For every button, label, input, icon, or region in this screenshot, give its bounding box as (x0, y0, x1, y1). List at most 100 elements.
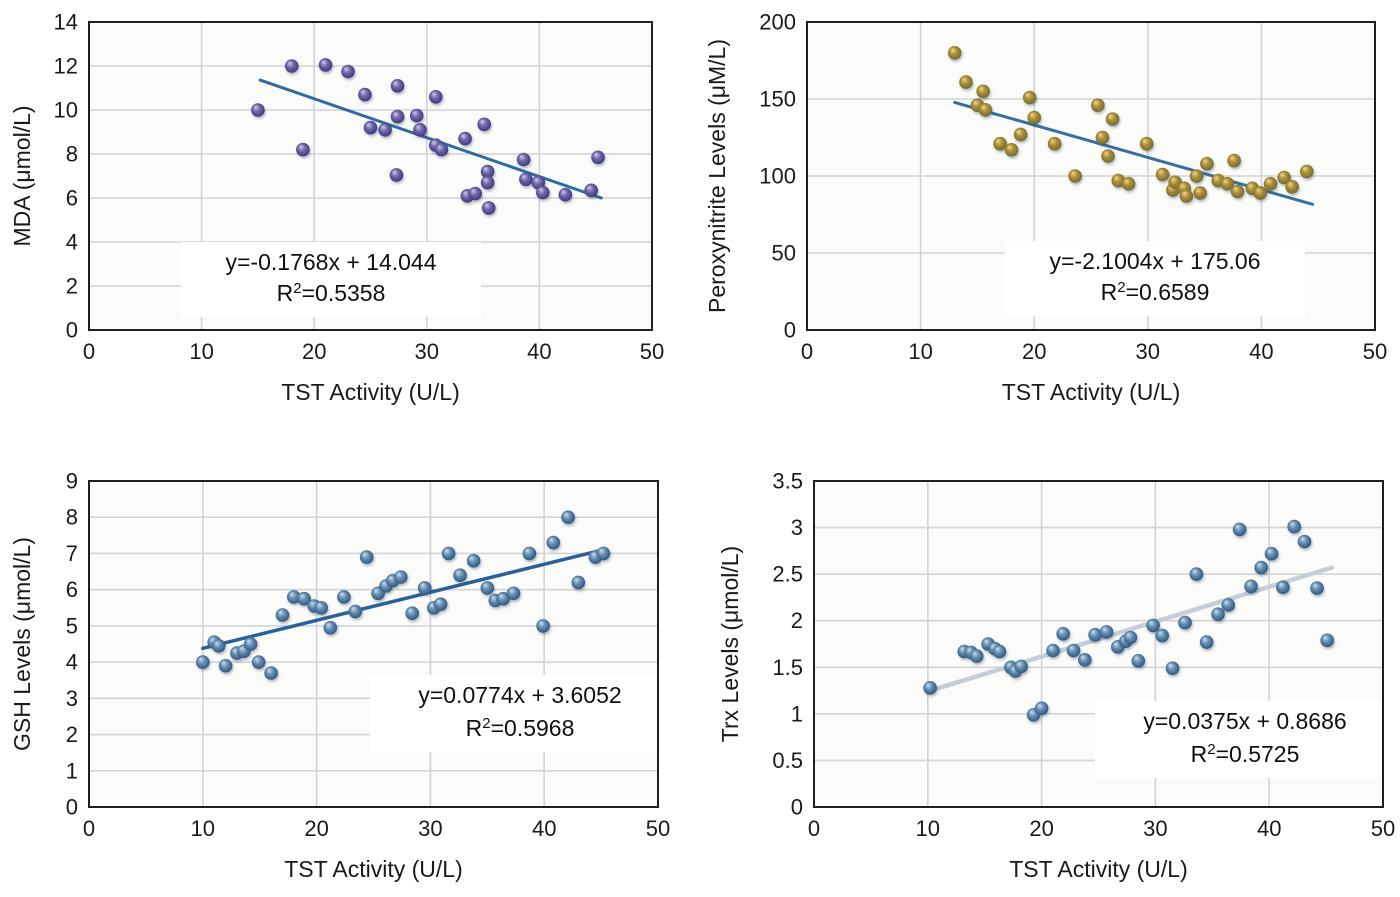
data-point (1189, 567, 1204, 581)
data-point (1105, 112, 1120, 126)
data-point (433, 597, 448, 611)
data-point (323, 620, 338, 635)
data-point (390, 79, 405, 93)
data-point (546, 535, 561, 550)
y-tick-label: 10 (54, 98, 78, 123)
data-point (264, 666, 278, 680)
data-point (584, 183, 598, 198)
data-point (1056, 627, 1070, 641)
data-point (591, 150, 605, 165)
data-point (429, 90, 443, 104)
equation-background (1005, 241, 1305, 316)
data-point (1285, 180, 1299, 194)
data-point (477, 117, 492, 132)
data-point (409, 108, 424, 123)
x-axis-title: TST Activity (U/L) (281, 379, 460, 405)
data-point (314, 601, 329, 615)
x-tick-label: 10 (908, 339, 932, 364)
chart-mda: 0 10 20 30 40 50 0 2 4 6 8 10 12 14 TST Activity (U/L)… (0, 0, 700, 430)
data-point (558, 187, 573, 202)
x-axis-title: TST Activity (U/L) (284, 856, 463, 882)
data-point (466, 553, 481, 568)
data-point (378, 123, 392, 137)
data-point (1088, 627, 1102, 642)
y-tick-label: 100 (759, 164, 796, 189)
data-point (1165, 661, 1180, 675)
y-tick-label: 2 (66, 274, 78, 299)
data-points (923, 519, 1334, 722)
x-axis-title: TST Activity (U/L) (1009, 856, 1188, 882)
x-tick-label: 20 (1022, 339, 1046, 364)
y-tick-label: 6 (66, 577, 78, 602)
data-point (969, 649, 984, 663)
x-tick-label: 50 (640, 339, 664, 364)
data-point (405, 606, 420, 620)
x-tick-label: 30 (415, 339, 439, 364)
data-point (1264, 546, 1279, 561)
data-point (1027, 110, 1041, 125)
y-tick-label: 4 (66, 650, 78, 675)
data-point (296, 142, 310, 157)
plot-border (88, 21, 653, 331)
data-point (923, 681, 937, 695)
y-axis-title: Peroxynitrite Levels (μM/L) (704, 39, 730, 313)
data-point (251, 103, 265, 117)
data-point (1263, 176, 1278, 191)
plot-border (813, 480, 1384, 808)
data-point (341, 64, 355, 79)
data-point (318, 58, 333, 72)
data-point (1095, 130, 1110, 145)
data-point (243, 637, 258, 651)
y-axis-title: MDA (μmol/L) (9, 105, 35, 246)
equation-background (370, 675, 670, 752)
data-point (218, 658, 233, 673)
equation-label: y=0.0375x + 0.8686 (1143, 708, 1346, 734)
data-point (1199, 635, 1214, 649)
x-tick-label: 50 (1363, 339, 1387, 364)
y-axis-title: GSH Levels (μmol/L) (9, 537, 35, 751)
data-point (1297, 534, 1312, 549)
data-point (1101, 149, 1115, 163)
data-point (1146, 618, 1160, 633)
data-point (1004, 143, 1019, 157)
data-point (1111, 173, 1126, 188)
r-squared-label: R2=0.5358 (277, 280, 386, 306)
x-tick-label: 20 (304, 816, 328, 841)
data-point (417, 581, 432, 595)
data-point (1047, 136, 1062, 151)
data-point (441, 546, 456, 561)
data-point (1046, 643, 1060, 658)
data-point (1178, 615, 1192, 630)
data-point (596, 546, 611, 561)
x-tick-labels: 0 10 20 30 40 50 (801, 339, 1387, 364)
data-point (959, 75, 973, 89)
equation-label: y=-2.1004x + 175.06 (1050, 248, 1261, 274)
y-tick-label: 3 (791, 515, 803, 540)
y-tick-label: 0 (784, 318, 796, 343)
data-point (1244, 579, 1258, 594)
y-tick-label: 150 (759, 87, 796, 112)
data-point (1068, 169, 1082, 183)
y-tick-label: 9 (66, 469, 78, 494)
data-point (390, 109, 405, 124)
data-point (571, 575, 586, 590)
data-point (1276, 580, 1290, 594)
data-point (1193, 186, 1207, 200)
data-point (196, 655, 210, 669)
x-tick-label: 20 (1029, 816, 1053, 841)
data-point (297, 591, 311, 606)
data-point (481, 201, 496, 215)
data-point (480, 175, 495, 190)
x-tick-label: 40 (527, 339, 551, 364)
data-point (1220, 176, 1235, 191)
data-point (1121, 176, 1136, 191)
data-point (536, 185, 550, 200)
chart-svg-trx: 0 10 20 30 40 50 0 0.5 1 1.5 2 2.5 3 3.5 TST Activity … (717, 469, 1395, 883)
y-tick-label: 50 (772, 241, 796, 266)
data-point (1013, 127, 1028, 142)
x-tick-label: 30 (418, 816, 442, 841)
x-tick-label: 40 (1257, 816, 1281, 841)
x-tick-label: 30 (1136, 339, 1160, 364)
data-point (1300, 164, 1314, 179)
